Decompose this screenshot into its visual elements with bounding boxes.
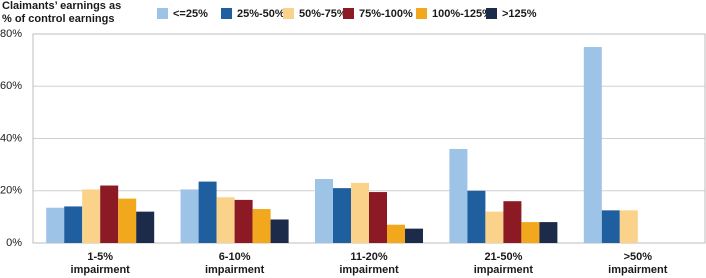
legend-title: Claimants’ earnings as — [2, 0, 121, 12]
x-tick-label: impairment — [71, 264, 131, 276]
x-tick-label: 6-10% — [219, 251, 251, 263]
legend-label: <=25% — [173, 8, 208, 20]
legend-label: 75%-100% — [359, 8, 413, 20]
bar — [64, 206, 83, 243]
bar — [619, 210, 638, 243]
bar — [449, 148, 468, 243]
legend-label: 25%-50% — [237, 8, 285, 20]
bar — [46, 207, 65, 243]
bar — [82, 189, 101, 243]
x-tick-label: impairment — [339, 264, 399, 276]
x-tick-label: 1-5% — [87, 251, 113, 263]
bar — [100, 185, 119, 243]
y-tick-label: 20% — [0, 185, 22, 197]
x-tick-label: 11-20% — [350, 251, 388, 263]
legend-swatch — [343, 8, 354, 19]
legend-label: 50%-75% — [299, 8, 347, 20]
bar — [315, 178, 333, 243]
legend-swatch — [416, 8, 427, 19]
bar — [369, 192, 387, 243]
x-tick-label: impairment — [205, 264, 265, 276]
x-tick-label: >50% — [624, 251, 653, 263]
bar — [539, 222, 558, 243]
legend-swatch — [157, 8, 168, 19]
bar — [252, 209, 271, 243]
y-tick-label: 0% — [6, 237, 22, 249]
x-tick-label: impairment — [608, 264, 668, 276]
y-tick-label: 60% — [0, 80, 22, 92]
x-tick-label: 21-50% — [484, 251, 522, 263]
y-tick-label: 80% — [0, 28, 22, 40]
legend-title: % of control earnings — [2, 13, 114, 25]
bar — [521, 222, 540, 243]
legend-swatch — [221, 8, 232, 19]
bar — [583, 47, 602, 243]
bar — [351, 182, 369, 243]
bar — [601, 210, 620, 243]
legend-swatch — [486, 8, 497, 19]
bar — [405, 228, 423, 243]
bar — [333, 188, 351, 243]
x-tick-label: impairment — [474, 264, 534, 276]
bar — [216, 197, 235, 243]
bar — [180, 189, 199, 243]
bar — [234, 199, 253, 243]
legend-label: >125% — [502, 8, 537, 20]
bar — [136, 211, 155, 243]
bar — [118, 198, 137, 243]
bar — [485, 211, 504, 243]
legend-swatch — [283, 8, 294, 19]
bar — [467, 190, 486, 243]
bar — [270, 219, 289, 243]
bar — [387, 224, 405, 243]
legend-label: 100%-125% — [432, 8, 492, 20]
y-tick-label: 40% — [0, 132, 22, 144]
bar — [503, 201, 522, 243]
bar — [198, 181, 217, 243]
